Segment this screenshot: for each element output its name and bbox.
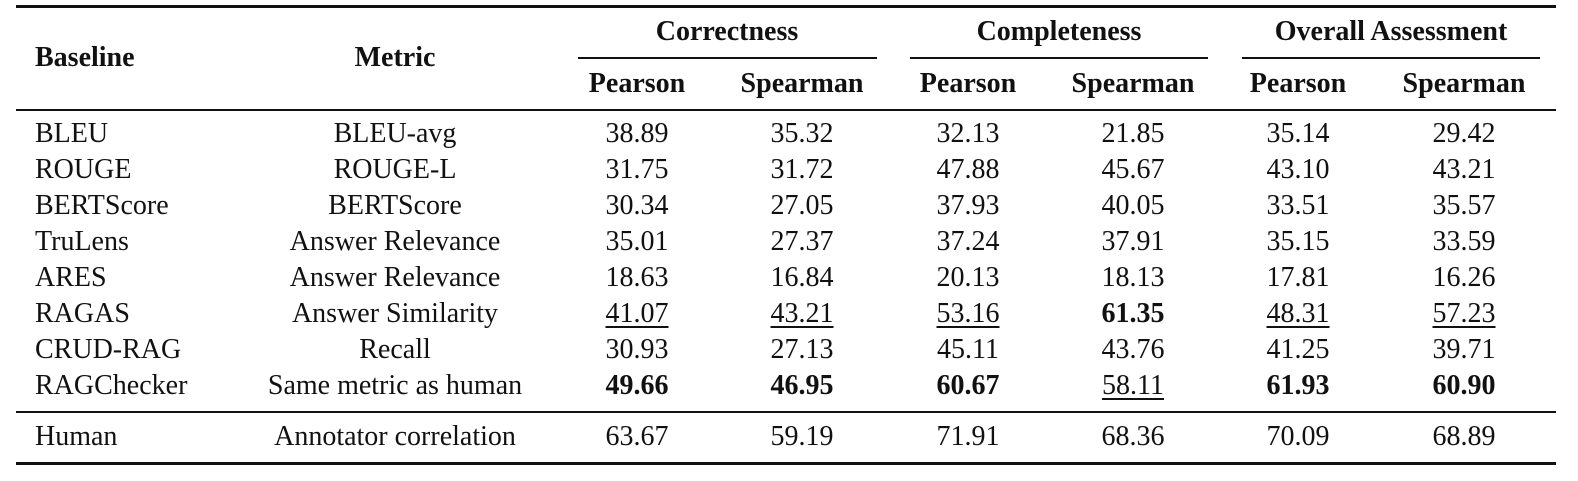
baseline-cell: TruLens — [35, 226, 129, 257]
value-cell: 35.32 — [770, 118, 834, 149]
header-cell: Baseline — [35, 42, 135, 73]
value-cell: 47.88 — [936, 154, 1000, 185]
subheader-cell: Pearson — [588, 68, 686, 99]
value-cell: 30.34 — [605, 190, 669, 221]
metric-cell: Answer Relevance — [289, 262, 501, 293]
value-cell: 37.91 — [1101, 226, 1165, 257]
metric-cell: ROUGE-L — [333, 154, 457, 185]
header-rule — [16, 109, 1556, 111]
value-cell: 68.36 — [1101, 421, 1165, 452]
group-rule — [578, 57, 877, 59]
group-header: Completeness — [976, 16, 1142, 47]
value-cell: 16.26 — [1432, 262, 1496, 293]
value-cell: 35.15 — [1266, 226, 1330, 257]
value-cell: 17.81 — [1266, 262, 1330, 293]
subheader-cell: Spearman — [740, 68, 864, 99]
value-cell: 58.11 — [1102, 370, 1164, 401]
value-cell: 39.71 — [1432, 334, 1496, 365]
metric-cell: Same metric as human — [267, 370, 523, 401]
value-cell: 37.24 — [936, 226, 1000, 257]
value-cell: 45.11 — [937, 334, 999, 365]
value-cell: 43.21 — [770, 298, 834, 329]
group-rule — [1242, 57, 1540, 59]
value-cell: 27.37 — [770, 226, 834, 257]
group-header: Overall Assessment — [1274, 16, 1508, 47]
value-cell: 45.67 — [1101, 154, 1165, 185]
top-rule — [16, 5, 1556, 8]
value-cell: 31.72 — [770, 154, 834, 185]
value-cell: 43.21 — [1432, 154, 1496, 185]
header-cell: Metric — [354, 42, 436, 73]
value-cell: 60.90 — [1432, 370, 1496, 401]
value-cell: 35.57 — [1432, 190, 1496, 221]
value-cell: 61.93 — [1266, 370, 1330, 401]
subheader-cell: Pearson — [1249, 68, 1347, 99]
value-cell: 20.13 — [936, 262, 1000, 293]
metric-cell: Recall — [359, 334, 431, 365]
value-cell: 27.13 — [770, 334, 834, 365]
value-cell: 57.23 — [1432, 298, 1496, 329]
subheader-cell: Spearman — [1071, 68, 1195, 99]
value-cell: 37.93 — [936, 190, 1000, 221]
baseline-cell: CRUD-RAG — [35, 334, 182, 365]
value-cell: 16.84 — [770, 262, 834, 293]
baseline-cell: Human — [35, 421, 118, 452]
value-cell: 27.05 — [770, 190, 834, 221]
value-cell: 71.91 — [936, 421, 1000, 452]
value-cell: 18.13 — [1101, 262, 1165, 293]
value-cell: 48.31 — [1266, 298, 1330, 329]
subheader-cell: Pearson — [919, 68, 1017, 99]
group-header: Correctness — [655, 16, 799, 47]
value-cell: 63.67 — [605, 421, 669, 452]
baseline-cell: RAGAS — [35, 298, 130, 329]
metric-cell: Annotator correlation — [274, 421, 516, 452]
value-cell: 18.63 — [605, 262, 669, 293]
value-cell: 35.14 — [1266, 118, 1330, 149]
value-cell: 33.51 — [1266, 190, 1330, 221]
value-cell: 59.19 — [770, 421, 834, 452]
subheader-cell: Spearman — [1402, 68, 1526, 99]
metric-cell: BERTScore — [328, 190, 462, 221]
value-cell: 40.05 — [1101, 190, 1165, 221]
value-cell: 32.13 — [936, 118, 1000, 149]
value-cell: 35.01 — [605, 226, 669, 257]
value-cell: 43.76 — [1101, 334, 1165, 365]
value-cell: 60.67 — [936, 370, 1000, 401]
baseline-cell: RAGChecker — [35, 370, 188, 401]
group-rule — [910, 57, 1208, 59]
value-cell: 53.16 — [936, 298, 1000, 329]
value-cell: 70.09 — [1266, 421, 1330, 452]
value-cell: 31.75 — [605, 154, 669, 185]
value-cell: 41.07 — [605, 298, 669, 329]
value-cell: 61.35 — [1101, 298, 1165, 329]
value-cell: 68.89 — [1432, 421, 1496, 452]
value-cell: 49.66 — [605, 370, 669, 401]
mid-rule — [16, 411, 1556, 413]
bottom-rule — [16, 462, 1556, 465]
value-cell: 38.89 — [605, 118, 669, 149]
value-cell: 21.85 — [1101, 118, 1165, 149]
value-cell: 29.42 — [1432, 118, 1496, 149]
metric-cell: Answer Relevance — [289, 226, 501, 257]
value-cell: 33.59 — [1432, 226, 1496, 257]
value-cell: 30.93 — [605, 334, 669, 365]
metric-cell: Answer Similarity — [291, 298, 499, 329]
baseline-cell: ROUGE — [35, 154, 132, 185]
baseline-cell: ARES — [35, 262, 107, 293]
baseline-cell: BERTScore — [35, 190, 169, 221]
value-cell: 41.25 — [1266, 334, 1330, 365]
baseline-cell: BLEU — [35, 118, 109, 149]
value-cell: 43.10 — [1266, 154, 1330, 185]
value-cell: 46.95 — [770, 370, 834, 401]
metric-cell: BLEU-avg — [333, 118, 457, 149]
